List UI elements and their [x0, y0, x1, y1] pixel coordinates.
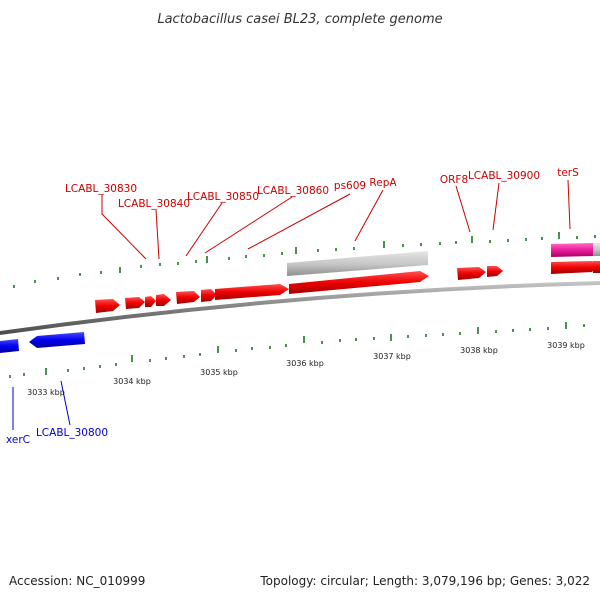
label-xerC: xerC — [6, 434, 30, 446]
topology-text: Topology: circular; Length: 3,079,196 bp… — [260, 574, 590, 588]
label-LCABL_30840: LCABL_30840 — [118, 198, 190, 210]
tick-label-3034: 3034 kbp — [113, 377, 151, 386]
gene-forward[interactable] — [593, 261, 600, 273]
gene-forward[interactable] — [551, 261, 598, 274]
label-LCABL_30850: LCABL_30850 — [187, 191, 259, 203]
gene-forward[interactable] — [215, 284, 289, 300]
label-leaders-forward — [101, 179, 571, 260]
tick-label-3035: 3035 kbp — [200, 368, 238, 377]
gene-ps609-pseudo[interactable] — [287, 251, 428, 276]
label-LCABL_30900: LCABL_30900 — [468, 170, 540, 182]
tick-label-3033: 3033 kbp — [27, 388, 65, 397]
label-LCABL_30800: LCABL_30800 — [36, 427, 108, 439]
tick-row-lower — [9, 322, 585, 378]
tick-row-upper — [13, 232, 596, 288]
gene-forward[interactable] — [156, 294, 171, 306]
gene-forward[interactable] — [201, 289, 217, 302]
gene-forward[interactable] — [289, 271, 429, 294]
label-ps609: ps609 — [334, 180, 366, 192]
gene-terS[interactable] — [551, 243, 593, 257]
tick-label-3038: 3038 kbp — [460, 346, 498, 355]
gene-forward[interactable] — [457, 267, 486, 280]
gene-forward[interactable] — [95, 299, 120, 313]
gene-pseudo-edge[interactable] — [593, 243, 600, 256]
label-LCABL_30860: LCABL_30860 — [257, 185, 329, 197]
label-RepA: RepA — [369, 177, 397, 189]
label-ORF8: ORF8 — [440, 174, 468, 186]
gene-forward[interactable] — [145, 296, 156, 307]
map-title: Lactobacillus casei BL23, complete genom… — [157, 12, 442, 27]
tick-label-3037: 3037 kbp — [373, 352, 411, 361]
genome-backbone — [0, 281, 600, 335]
gene-LCABL_30800[interactable] — [29, 332, 85, 348]
gene-forward[interactable] — [487, 266, 503, 277]
label-leaders-reverse — [12, 380, 71, 430]
label-LCABL_30830: LCABL_30830 — [65, 183, 137, 195]
gene-forward[interactable] — [176, 291, 200, 304]
gene-xerC[interactable] — [0, 339, 19, 353]
label-terS: terS — [557, 167, 579, 179]
accession-text: Accession: NC_010999 — [9, 574, 146, 588]
gene-forward[interactable] — [125, 297, 145, 309]
tick-label-3039: 3039 kbp — [547, 341, 585, 350]
tick-label-3036: 3036 kbp — [286, 359, 324, 368]
